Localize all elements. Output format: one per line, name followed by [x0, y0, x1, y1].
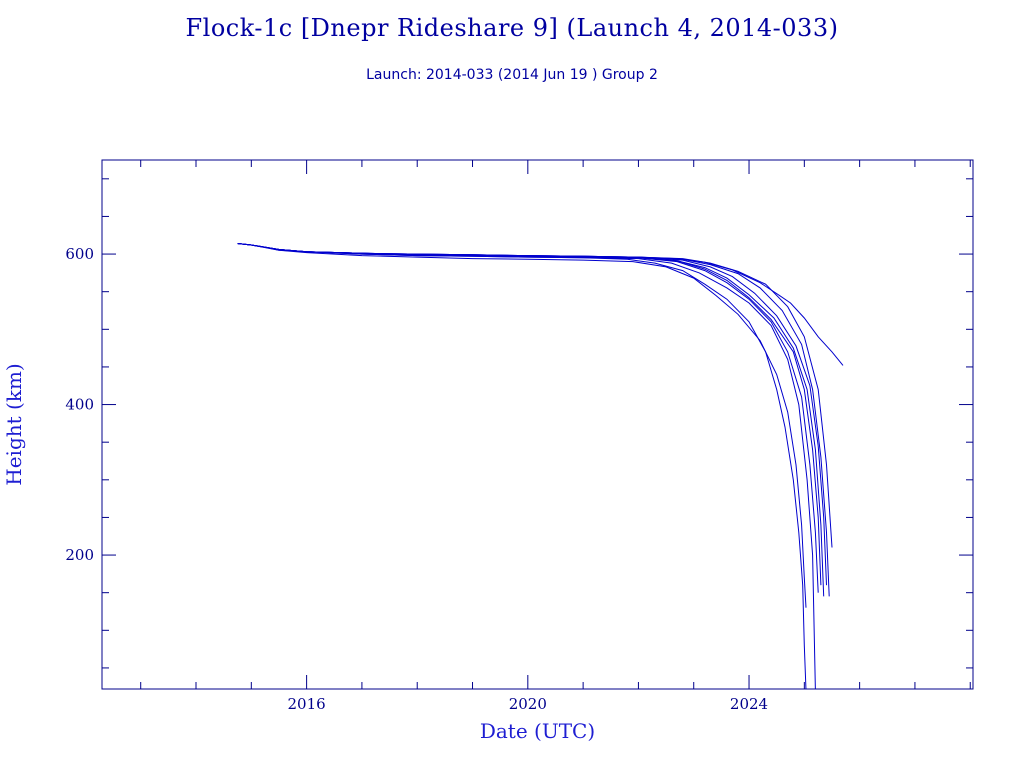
chart-title: Flock-1c [Dnepr Rideshare 9] (Launch 4, …: [185, 14, 839, 42]
series-line-1: [237, 243, 807, 689]
x-tick-label: 2020: [509, 695, 547, 713]
series-line-4: [237, 243, 819, 593]
x-axis-label: Date (UTC): [480, 719, 595, 743]
series-line-8: [237, 243, 830, 597]
y-tick-label: 400: [65, 396, 94, 414]
series-line-9: [237, 243, 833, 548]
y-tick-label: 200: [65, 546, 94, 564]
x-tick-label: 2016: [288, 695, 326, 713]
series-line-10: [237, 243, 844, 366]
plot-frame: [101, 159, 974, 690]
series-line-7: [237, 243, 827, 586]
series-layer: [237, 243, 844, 689]
x-tick-label: 2024: [730, 695, 768, 713]
series-line-3: [237, 243, 816, 689]
chart-subtitle: Launch: 2014-033 (2014 Jun 19 ) Group 2: [366, 67, 658, 83]
series-line-2: [237, 243, 807, 608]
series-line-5: [237, 243, 822, 586]
ticks-layer: 2016 2020 2024 200 400 600: [65, 160, 973, 713]
series-line-6: [237, 243, 825, 597]
y-axis-label: Height (km): [2, 363, 26, 485]
y-tick-label: 600: [65, 245, 94, 263]
